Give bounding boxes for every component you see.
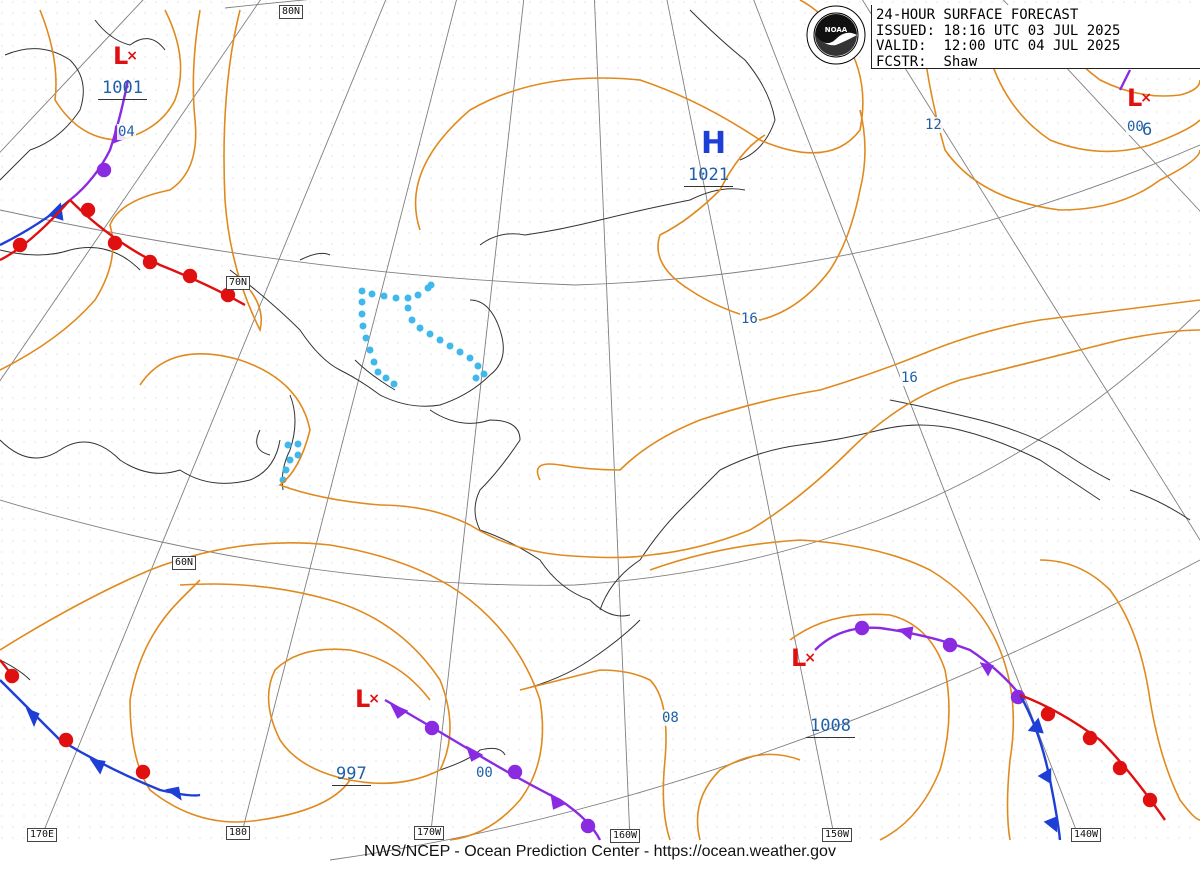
cold-fronts [0,199,1062,841]
noaa-logo-icon: NOAA [806,5,866,65]
logo-text: NOAA [825,26,848,34]
meridians [0,0,1200,841]
lon-label-140w: 140W [1071,828,1102,842]
high-symbol: H [701,126,727,161]
low-letter: L [355,685,371,713]
credit-line: NWS/NCEP - Ocean Prediction Center - htt… [364,843,836,860]
lon-label-180: 180 [226,826,251,840]
coastlines [0,9,1191,771]
isobar-label: 08 [661,710,680,726]
isobar-label: 12 [924,117,943,133]
valid-label: VALID: [876,38,927,54]
low-symbol: L× [1127,84,1153,112]
forecaster-value: Shaw [943,53,978,70]
lat-label-80n: 80N [279,5,304,19]
isobar-label: 04 [117,124,136,140]
isobar-label: 16 [740,311,759,327]
occluded-fronts [69,69,1132,841]
lon-label-150w: 150W [822,828,853,842]
low-symbol: L× [355,685,381,713]
lon-label-170w: 170W [414,826,445,840]
low-letter: L [113,42,129,70]
low-letter: L [1127,84,1143,112]
pressure-value: 1021 [684,165,733,187]
isobar-label: 16 [900,370,919,386]
pressure-value: 997 [332,764,371,786]
forecaster-row: FCSTR: Shaw [876,53,1200,71]
isobar-label: 00 [475,765,494,781]
forecast-info-box: 24-HOUR SURFACE FORECAST ISSUED: 18:16 U… [871,5,1200,69]
pressure-value: 6 [1142,120,1153,140]
isobars [0,0,1200,841]
pressure-value: 1008 [806,716,855,738]
low-letter: L [791,644,807,672]
isobar-label: 00 [1126,119,1145,135]
lon-label-160w: 160W [610,829,641,843]
issued-value: 18:16 UTC 03 JUL 2025 [943,22,1121,39]
issued-row: ISSUED: 18:16 UTC 03 JUL 2025 [876,22,1200,40]
issued-label: ISSUED: [876,22,936,39]
ice-edge [279,281,488,484]
warm-fronts [0,199,1166,821]
lon-label-170e: 170E [27,828,58,842]
lat-label-60n: 60N [172,556,197,570]
lat-label-70n: 70N [226,276,251,290]
forecaster-label: FCSTR: [876,53,927,70]
valid-row: VALID: 12:00 UTC 04 JUL 2025 [876,38,1200,55]
forecast-title: 24-HOUR SURFACE FORECAST [876,7,1079,23]
valid-value: 12:00 UTC 04 JUL 2025 [943,38,1121,54]
low-symbol: L× [791,644,817,672]
low-symbol: L× [113,42,139,70]
pressure-value: 1001 [98,78,147,100]
